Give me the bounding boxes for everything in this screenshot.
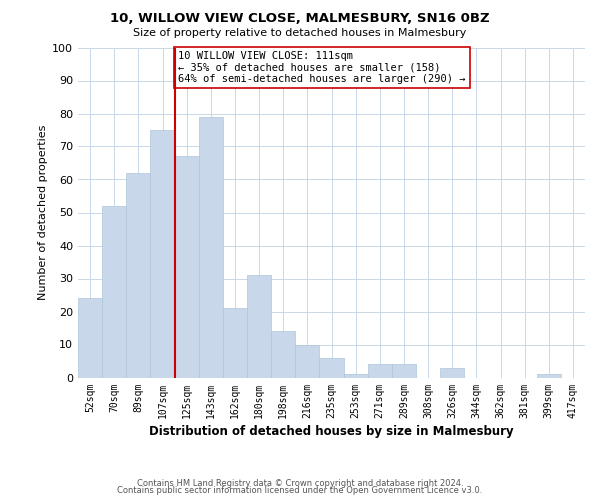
Text: Contains public sector information licensed under the Open Government Licence v3: Contains public sector information licen…: [118, 486, 482, 495]
Y-axis label: Number of detached properties: Number of detached properties: [38, 125, 48, 300]
Text: Size of property relative to detached houses in Malmesbury: Size of property relative to detached ho…: [133, 28, 467, 38]
Bar: [344, 374, 368, 378]
X-axis label: Distribution of detached houses by size in Malmesbury: Distribution of detached houses by size …: [149, 424, 514, 438]
Text: Contains HM Land Registry data © Crown copyright and database right 2024.: Contains HM Land Registry data © Crown c…: [137, 478, 463, 488]
Bar: [223, 308, 247, 378]
Bar: [151, 130, 175, 378]
Bar: [247, 275, 271, 378]
Bar: [440, 368, 464, 378]
Bar: [319, 358, 344, 378]
Bar: [537, 374, 561, 378]
Bar: [78, 298, 102, 378]
Bar: [102, 206, 126, 378]
Bar: [199, 117, 223, 378]
Text: 10, WILLOW VIEW CLOSE, MALMESBURY, SN16 0BZ: 10, WILLOW VIEW CLOSE, MALMESBURY, SN16 …: [110, 12, 490, 26]
Bar: [271, 332, 295, 378]
Bar: [295, 344, 319, 378]
Bar: [368, 364, 392, 378]
Text: 10 WILLOW VIEW CLOSE: 111sqm
← 35% of detached houses are smaller (158)
64% of s: 10 WILLOW VIEW CLOSE: 111sqm ← 35% of de…: [178, 51, 466, 84]
Bar: [392, 364, 416, 378]
Bar: [126, 173, 151, 378]
Bar: [175, 156, 199, 378]
